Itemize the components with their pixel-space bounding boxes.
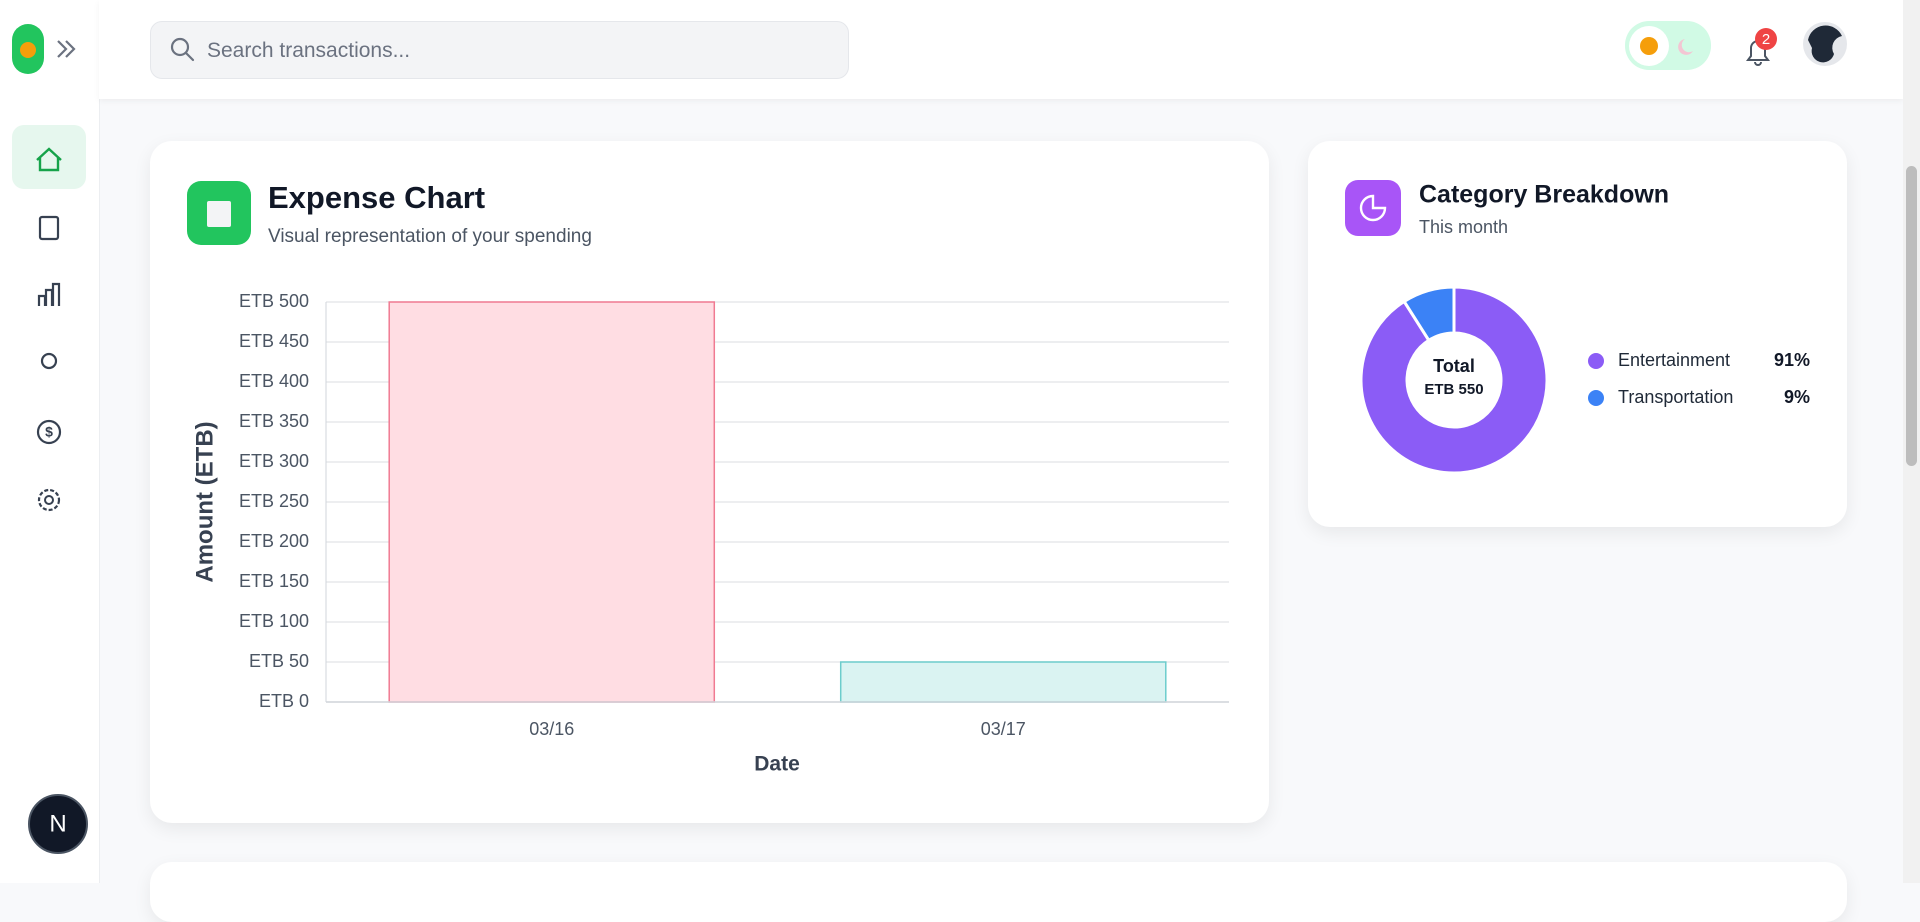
user-initial: N bbox=[49, 810, 66, 837]
x-tick-label: 03/16 bbox=[529, 719, 574, 739]
user-initial-avatar[interactable] bbox=[28, 794, 88, 854]
y-tick-label: ETB 150 bbox=[239, 571, 309, 591]
y-tick-label: ETB 350 bbox=[239, 411, 309, 431]
chart-title: Expense Chart bbox=[268, 180, 485, 215]
legend-dot bbox=[1588, 390, 1604, 406]
nav-home[interactable] bbox=[36, 147, 62, 172]
page: {"search_placeholder": "Search transacti… bbox=[12, 0, 1920, 883]
chart-subtitle: Visual representation of your spending bbox=[268, 226, 592, 247]
nav-settings[interactable] bbox=[37, 488, 61, 512]
search-box[interactable]: Search transactions... bbox=[150, 21, 849, 79]
x-axis-label: Date bbox=[754, 753, 800, 776]
legend-value: 91% bbox=[1774, 350, 1810, 370]
donut-slice bbox=[1359, 285, 1549, 475]
y-tick-label: ETB 500 bbox=[239, 291, 309, 311]
y-tick-label: ETB 50 bbox=[249, 651, 309, 671]
canvas: $ N 2 Expense Chart Visual representatio… bbox=[12, 21, 1847, 854]
avatar-hair bbox=[1808, 25, 1842, 63]
category-subtitle: This month bbox=[1419, 217, 1508, 237]
category-icon-pie bbox=[1359, 194, 1387, 222]
y-tick-label: ETB 400 bbox=[239, 371, 309, 391]
expense-icon-inner bbox=[207, 201, 231, 227]
nav-settings-center bbox=[44, 495, 54, 505]
expand-icon[interactable] bbox=[57, 40, 76, 58]
y-tick-label: ETB 200 bbox=[239, 531, 309, 551]
y-tick-label: ETB 300 bbox=[239, 451, 309, 471]
search-icon bbox=[170, 37, 195, 62]
y-tick-label: ETB 450 bbox=[239, 331, 309, 351]
moon-icon bbox=[1678, 39, 1693, 55]
logo-coin bbox=[20, 42, 36, 58]
bar bbox=[839, 661, 1167, 703]
y-tick-label: ETB 100 bbox=[239, 611, 309, 631]
badge bbox=[1755, 28, 1777, 50]
nav-transactions[interactable] bbox=[38, 215, 60, 241]
nav-budget-symbol: $ bbox=[45, 424, 53, 440]
donut-center-title: Total bbox=[1433, 356, 1475, 376]
nav-active[interactable] bbox=[12, 125, 86, 189]
search-placeholder: Search transactions... bbox=[207, 39, 411, 62]
y-axis-label: Amount (ETB) bbox=[191, 421, 218, 582]
nav-budget[interactable] bbox=[36, 419, 62, 445]
nav-insights[interactable] bbox=[40, 352, 58, 370]
legend-label: Transportation bbox=[1618, 387, 1733, 407]
legend-dot bbox=[1588, 353, 1604, 369]
sun-icon bbox=[1640, 37, 1658, 55]
y-tick-label: ETB 250 bbox=[239, 491, 309, 511]
donut-center-value: ETB 550 bbox=[1424, 381, 1483, 398]
category-title: Category Breakdown bbox=[1419, 181, 1669, 209]
nav-reports[interactable] bbox=[37, 282, 61, 306]
scrollbar bbox=[1903, 0, 1920, 883]
y-tick-label: ETB 0 bbox=[259, 691, 309, 711]
donut-slice bbox=[1402, 285, 1456, 343]
notification-count: 2 bbox=[1762, 31, 1770, 48]
legend-value: 9% bbox=[1784, 387, 1810, 407]
bar bbox=[388, 301, 716, 703]
legend-label: Entertainment bbox=[1618, 350, 1730, 370]
x-tick-label: 03/17 bbox=[981, 719, 1026, 739]
